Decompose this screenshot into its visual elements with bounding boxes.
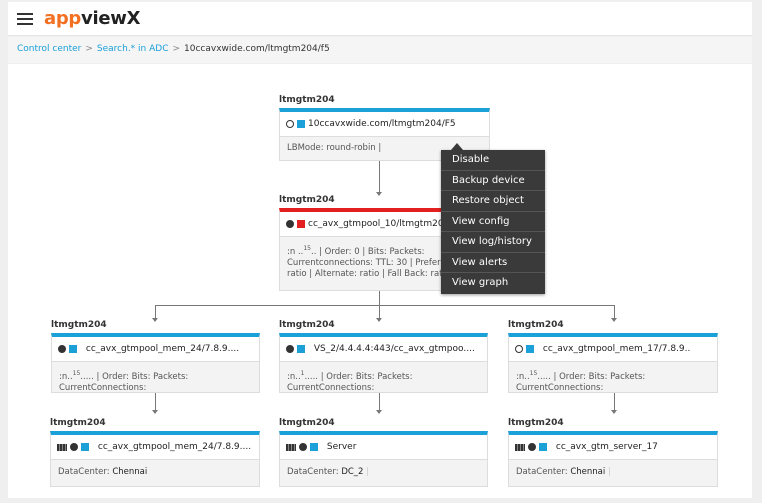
- status-square-icon: [81, 443, 89, 451]
- status-square-icon: [69, 345, 77, 353]
- connector: [155, 305, 156, 319]
- context-menu: Disable Backup device Restore object Vie…: [441, 150, 545, 294]
- status-square-icon: [297, 345, 305, 353]
- status-circle-icon: [286, 345, 294, 353]
- arrow-icon: [376, 192, 382, 196]
- status-square-icon: [297, 220, 305, 228]
- node-member-1[interactable]: ltmgtm204 cc_avx_gtmpool_mem_24/7.8.9...…: [51, 320, 260, 393]
- status-circle-icon: [515, 345, 523, 353]
- connector: [379, 160, 380, 193]
- status-square-icon: [526, 345, 534, 353]
- menu-item-view-config[interactable]: View config: [441, 212, 545, 232]
- status-square-icon: [310, 443, 318, 451]
- node-title[interactable]: cc_avx_gtmpool_mem_24/7.8.9....: [97, 442, 252, 452]
- status-square-icon: [297, 120, 305, 128]
- node-member-3[interactable]: ltmgtm204 cc_avx_gtmpool_mem_17/7.8.9.. …: [508, 320, 718, 393]
- server-icon: [57, 443, 67, 451]
- connector: [379, 305, 380, 319]
- status-circle-icon: [58, 345, 66, 353]
- node-title[interactable]: Server: [326, 442, 357, 452]
- arrow-icon: [611, 410, 617, 414]
- status-circle-icon: [286, 120, 294, 128]
- arrow-icon: [376, 318, 382, 322]
- menu-item-restore-object[interactable]: Restore object: [441, 191, 545, 212]
- status-circle-icon: [286, 220, 294, 228]
- node-title[interactable]: 10ccavxwide.com/ltmgtm204/F5: [308, 119, 456, 129]
- node-server-2[interactable]: ltmgtm204 Server DataCenter: DC_2 |: [279, 418, 488, 487]
- menu-item-view-graph[interactable]: View graph: [452, 277, 509, 288]
- status-square-icon: [539, 443, 547, 451]
- connector: [379, 393, 380, 411]
- breadcrumb-control-center[interactable]: Control center: [17, 44, 82, 54]
- status-circle-icon: [528, 443, 536, 451]
- connector: [614, 305, 615, 319]
- menu-caret: [451, 143, 463, 150]
- status-circle-icon: [70, 443, 78, 451]
- arrow-icon: [376, 410, 382, 414]
- menu-item-disable[interactable]: Disable: [441, 150, 545, 171]
- connector: [155, 393, 156, 411]
- menu-item-backup-device[interactable]: Backup device: [441, 171, 545, 191]
- server-icon: [515, 443, 525, 451]
- breadcrumb-search[interactable]: Search.* in ADC: [96, 44, 169, 54]
- node-title[interactable]: cc_avx_gtm_server_17: [555, 442, 658, 452]
- connector: [379, 288, 380, 305]
- node-title[interactable]: cc_avx_gtmpool_mem_17/7.8.9..: [542, 344, 691, 354]
- server-icon: [286, 443, 296, 451]
- node-server-1[interactable]: ltmgtm204 cc_avx_gtmpool_mem_24/7.8.9...…: [50, 418, 260, 487]
- hamburger-menu-icon[interactable]: [17, 13, 33, 25]
- node-title[interactable]: VS_2/4.4.4.4:443/cc_avx_gtmpoo....: [313, 344, 475, 354]
- connector: [614, 393, 615, 411]
- menu-item-view-log-history[interactable]: View log/history: [441, 232, 545, 253]
- menu-item-view-alerts[interactable]: View alerts: [441, 253, 545, 273]
- node-server-3[interactable]: ltmgtm204 cc_avx_gtm_server_17 DataCente…: [508, 418, 718, 487]
- app-header: appviewX: [8, 2, 752, 36]
- appviewx-logo[interactable]: appviewX: [44, 8, 141, 29]
- breadcrumb-current: 10ccavxwide.com/ltmgtm204/f5: [184, 44, 330, 54]
- arrow-icon: [152, 318, 158, 322]
- arrow-icon: [152, 410, 158, 414]
- node-title[interactable]: cc_avx_gtmpool_10/ltmgtm204: [308, 219, 450, 229]
- node-member-2[interactable]: ltmgtm204 VS_2/4.4.4.4:443/cc_avx_gtmpoo…: [279, 320, 488, 393]
- status-circle-icon: [299, 443, 307, 451]
- arrow-icon: [611, 318, 617, 322]
- breadcrumb: Control center > Search.* in ADC >10ccavxwi…: [8, 37, 752, 63]
- connector: [155, 305, 615, 306]
- node-title[interactable]: cc_avx_gtmpool_mem_24/7.8.9....: [85, 344, 240, 354]
